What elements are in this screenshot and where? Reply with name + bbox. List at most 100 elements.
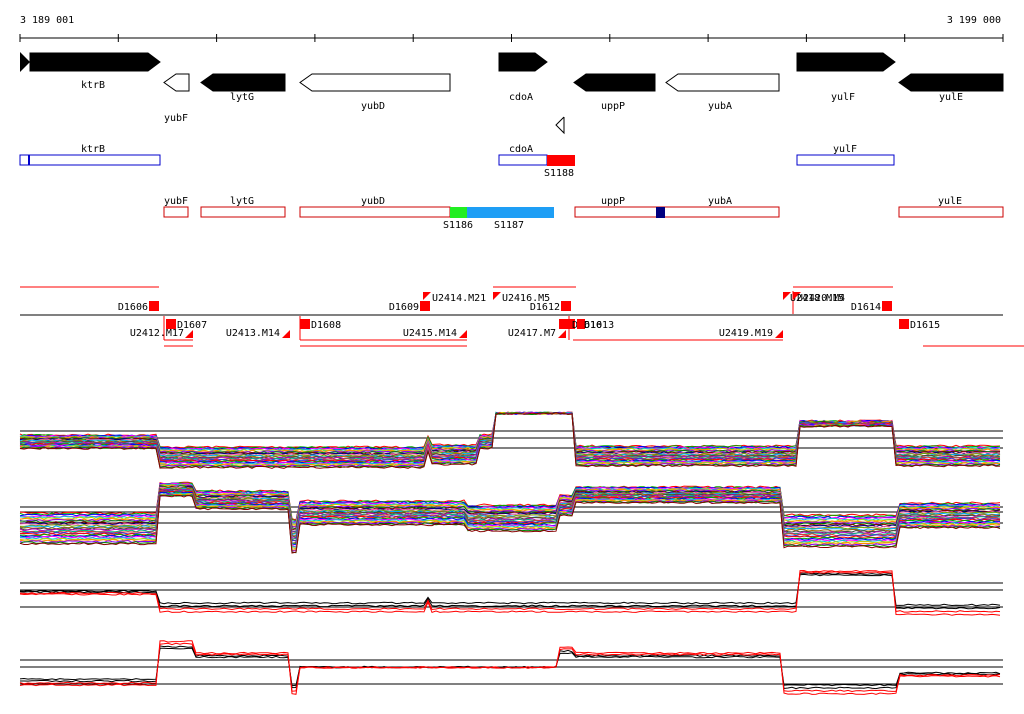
feature-label-U2420.M4: U2420.M4 xyxy=(797,293,845,304)
gene-label-yubF: yubF xyxy=(164,113,188,124)
gene-label-uppP: uppP xyxy=(601,101,625,112)
segment-navy-marker[interactable] xyxy=(656,207,665,218)
feature-flag-U2419.M19[interactable] xyxy=(775,330,783,338)
feature-flag-U2417.M7[interactable] xyxy=(558,330,566,338)
profile-line xyxy=(19,484,1000,527)
feature-label-U2418.M15: U2418.M15 xyxy=(790,293,844,304)
gene-label-yubD: yubD xyxy=(361,101,385,112)
contig-start-marker xyxy=(20,52,30,72)
reverse-label-uppP: uppP xyxy=(601,196,625,207)
gene-label-cdoA: cdoA xyxy=(509,92,533,103)
reverse-label-yubF: yubF xyxy=(164,196,188,207)
reverse-label-yulE: yulE xyxy=(938,196,962,207)
feature-marker-D1610[interactable] xyxy=(559,319,569,329)
gene-label-yulF: yulF xyxy=(831,92,855,103)
gene-arrow-lytG[interactable] xyxy=(200,73,286,92)
feature-flag-U2412.M17[interactable] xyxy=(185,330,193,338)
coordinate-ruler: 3 189 001 3 199 000 xyxy=(19,15,1004,42)
profile-line xyxy=(19,411,1001,449)
gene-yubD[interactable]: yubD xyxy=(299,73,451,112)
gene-arrow-yubF[interactable] xyxy=(163,73,190,92)
feature-marker-D1606[interactable] xyxy=(149,301,159,311)
feature-marker-D1612[interactable] xyxy=(561,301,571,311)
gene-ktrB[interactable]: ktrB xyxy=(29,52,161,91)
gene-arrow-uppP[interactable] xyxy=(573,73,656,92)
feature-flag-U2415.M14[interactable] xyxy=(459,330,467,338)
gene-uppP[interactable]: uppP xyxy=(573,73,656,112)
feature-label-D1610: D1610 xyxy=(572,320,602,331)
profile-line xyxy=(19,569,1001,616)
profile-line xyxy=(19,412,1001,469)
segment-S1188[interactable] xyxy=(547,155,575,166)
gene-yubF[interactable]: yubF xyxy=(163,73,190,124)
feature-flag-U2418.M15[interactable] xyxy=(783,292,791,300)
reverse-label-yubA: yubA xyxy=(708,196,732,207)
gene-arrow-ktrB[interactable] xyxy=(29,52,161,72)
gene-arrow-yubA[interactable] xyxy=(665,73,780,92)
feature-marker-D1607[interactable] xyxy=(166,319,176,329)
segment-label-S1186: S1186 xyxy=(443,220,473,231)
reverse-box-yubD[interactable] xyxy=(299,206,451,218)
gene-yulF[interactable]: yulF xyxy=(796,52,896,103)
forward-label-ktrB: ktrB xyxy=(81,144,105,155)
profile-line xyxy=(19,482,1001,524)
profile-line xyxy=(19,573,1001,607)
profile-line xyxy=(19,491,1001,546)
gene-arrow-yulF[interactable] xyxy=(796,52,896,72)
gene-arrow-cdoA[interactable] xyxy=(498,52,548,72)
forward-box-yulF[interactable] xyxy=(796,154,895,166)
feature-flag-U2414.M21[interactable] xyxy=(423,292,431,300)
feature-label-U2413.M14: U2413.M14 xyxy=(226,328,280,339)
gene-label-ktrB: ktrB xyxy=(81,80,105,91)
feature-label-D1612: D1612 xyxy=(530,302,560,313)
ruler-end-label: 3 199 000 xyxy=(947,15,1001,26)
gene-lytG[interactable]: lytG xyxy=(200,73,286,103)
feature-label-U2417.M7: U2417.M7 xyxy=(508,328,556,339)
reverse-box-yubF[interactable] xyxy=(163,206,189,218)
profile-line xyxy=(19,411,1001,450)
segment-S1186[interactable] xyxy=(450,207,467,218)
reverse-label-lytG: lytG xyxy=(230,196,254,207)
forward-box-ktrB[interactable] xyxy=(19,154,161,166)
feature-label-D1614: D1614 xyxy=(851,302,881,313)
gene-yulE[interactable]: yulE xyxy=(898,73,1004,103)
feature-marker-D1609[interactable] xyxy=(420,301,430,311)
feature-marker-D1611[interactable] xyxy=(569,319,575,329)
gene-yubA[interactable]: yubA xyxy=(665,73,780,112)
feature-marker-D1613[interactable] xyxy=(577,319,585,329)
gene-label-lytG: lytG xyxy=(230,92,254,103)
ruler-start-label: 3 189 001 xyxy=(20,15,74,26)
gene-cdoA[interactable]: cdoA xyxy=(498,52,548,103)
profile-line xyxy=(19,494,1001,554)
feature-flag-U2413.M14[interactable] xyxy=(282,330,290,338)
profile-line xyxy=(19,572,1001,610)
feature-marker-D1615[interactable] xyxy=(899,319,909,329)
gene-arrow-yulE[interactable] xyxy=(898,73,1004,92)
feature-flag-U2416.M5[interactable] xyxy=(493,292,501,300)
reverse-box-yulE[interactable] xyxy=(898,206,1004,218)
forward-strand-track: ktrB cdoA S1188 yulF xyxy=(19,144,895,179)
segment-label-S1187: S1187 xyxy=(494,220,524,231)
expression-summary-forward xyxy=(19,569,1003,616)
profile-line xyxy=(19,487,1001,536)
feature-marker-D1614[interactable] xyxy=(882,301,892,311)
forward-label-yulF: yulF xyxy=(833,144,857,155)
reverse-box-uppP-yubA[interactable] xyxy=(574,206,780,218)
feature-flag-U2420.M4[interactable] xyxy=(793,292,801,300)
gene-arrow-yubD[interactable] xyxy=(299,73,451,92)
feature-label-U2419.M19: U2419.M19 xyxy=(719,328,773,339)
expression-summary-reverse xyxy=(19,640,1003,695)
feature-marker-D1608[interactable] xyxy=(300,319,310,329)
segment-S1187[interactable] xyxy=(467,207,554,218)
feature-label-D1613: D1613 xyxy=(584,320,614,331)
profile-line xyxy=(19,411,1000,452)
profile-line xyxy=(19,640,1001,695)
feature-label-D1615: D1615 xyxy=(910,320,940,331)
feature-label-D1606: D1606 xyxy=(118,302,148,313)
reverse-box-lytG[interactable] xyxy=(200,206,286,218)
forward-box-cdoA[interactable] xyxy=(498,154,548,166)
feature-extent-lines xyxy=(20,286,1024,347)
feature-label-U2415.M14: U2415.M14 xyxy=(403,328,457,339)
reverse-strand-track: yubF lytG yubD S1186 S1187 uppP yubA yul… xyxy=(163,196,1004,231)
